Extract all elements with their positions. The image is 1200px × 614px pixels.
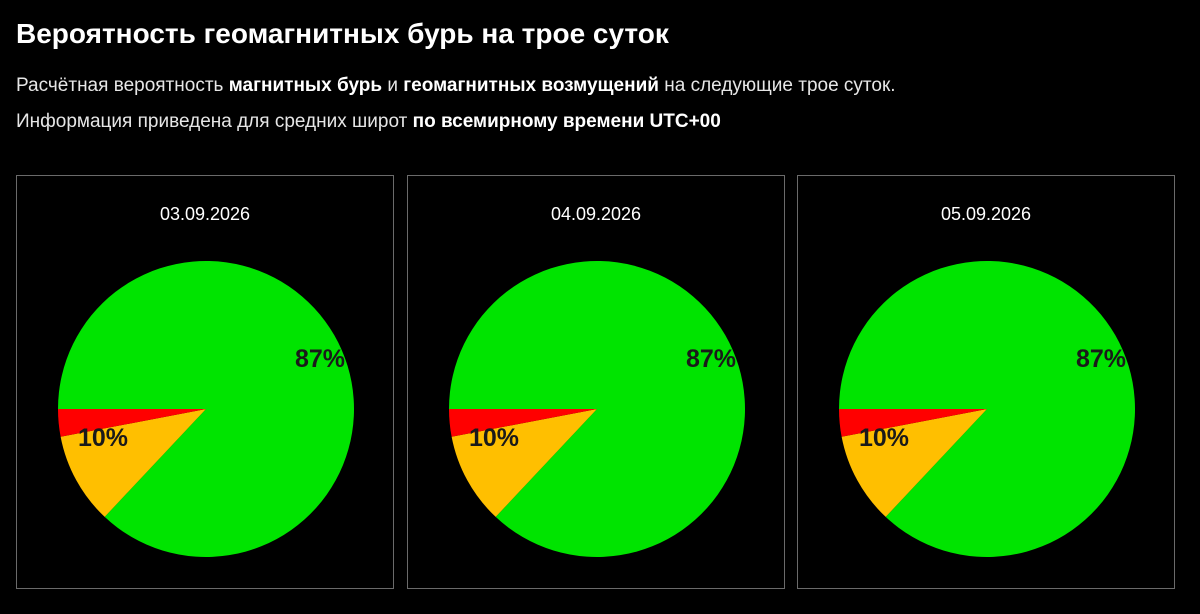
desc-text: Информация приведена для средних широт [16, 111, 413, 132]
pie-chart-day-2: 87% 10% [449, 261, 745, 558]
forecast-panel-day-1: 03.09.2026 87% 10% [16, 175, 394, 589]
page-title: Вероятность геомагнитных бурь на трое су… [16, 18, 669, 49]
slice-disturbance [60, 409, 206, 517]
panel-date: 05.09.2026 [940, 204, 1032, 224]
desc-text: Расчётная вероятность [16, 75, 229, 96]
slice-label-disturbance: 10% [469, 424, 519, 452]
slice-storm [839, 409, 987, 437]
slice-label-quiet: 87% [686, 345, 736, 373]
slice-label-disturbance: 10% [78, 424, 128, 452]
desc-emphasis-utc: по всемирному времени UTC+00 [412, 111, 721, 132]
panel-date: 03.09.2026 [159, 204, 251, 224]
desc-text: и [382, 75, 404, 96]
forecast-panel-day-2: 04.09.2026 87% 10% [407, 175, 785, 589]
slice-storm [58, 409, 206, 437]
forecast-panel-day-3: 05.09.2026 87% 10% [797, 175, 1175, 589]
slice-label-disturbance: 10% [859, 424, 909, 452]
slice-label-quiet: 87% [1076, 345, 1126, 373]
desc-emphasis-storms: магнитных бурь [228, 75, 383, 96]
description-line-1: Расчётная вероятность магнитных бурь и г… [16, 75, 896, 97]
slice-storm [449, 409, 597, 437]
slice-quiet [839, 261, 1135, 558]
slice-disturbance [451, 409, 597, 517]
slice-label-quiet: 87% [295, 345, 345, 373]
desc-text: на следующие трое суток. [658, 75, 896, 96]
slice-quiet [449, 261, 745, 558]
slice-disturbance [841, 409, 987, 517]
slice-quiet [58, 261, 354, 558]
pie-chart-day-1: 87% 10% [58, 261, 354, 558]
panel-date: 04.09.2026 [550, 204, 642, 224]
desc-emphasis-disturbances: геомагнитных возмущений [403, 75, 659, 96]
pie-chart-day-3: 87% 10% [839, 261, 1135, 558]
description-line-2: Информация приведена для средних широт п… [16, 111, 721, 133]
